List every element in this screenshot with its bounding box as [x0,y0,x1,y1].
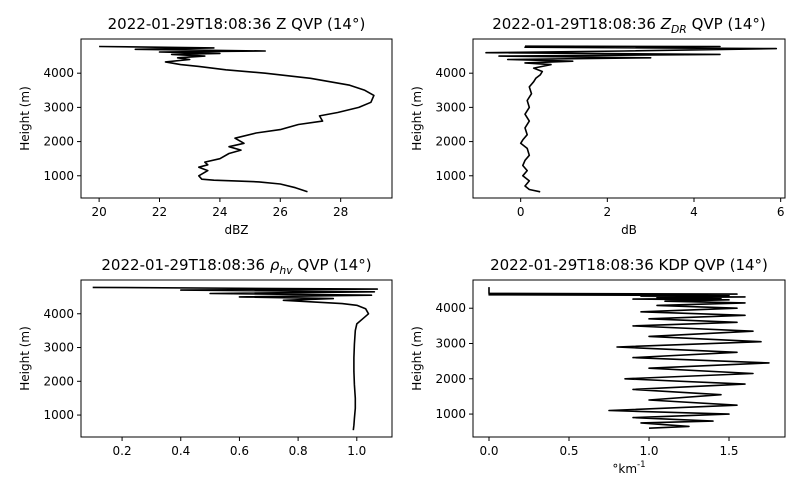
x-tick-label: 0.5 [559,444,578,458]
chart-panel-4: 2022-01-29T18:08:36 KDP QVP (14°) 0.0 0.5 1… [410,256,786,476]
y-tick-label: 2000 [435,372,466,386]
x-tick-label: 4 [690,205,698,219]
x-tick-label: 2 [604,205,612,219]
series-line-1 [485,45,778,193]
series-line-1 [488,287,770,429]
y-tick-label: 3000 [43,341,74,355]
y-axis-label: Height (m) [410,86,424,151]
chart-title: 2022-01-29T18:08:36 ρhv​ QVP (14°) [101,256,371,277]
y-axis-label: Height (m) [410,326,424,391]
y-tick-label: 1000 [43,408,74,422]
x-axis-label: dB [621,223,637,237]
x-tick-label: 0.8 [289,444,308,458]
x-tick-label: 26 [273,205,288,219]
plot-frame [472,279,786,438]
x-tick-label: 24 [212,205,227,219]
y-tick-label: 4000 [43,66,74,80]
series-line-1 [92,286,379,431]
plot-frame [80,38,393,199]
x-tick-label: 0.2 [113,444,132,458]
y-tick-label: 2000 [435,135,466,149]
x-axis-label: dBZ [224,223,248,237]
y-tick-label: 3000 [43,100,74,114]
x-tick-label: 0.0 [479,444,498,458]
x-tick-label: 1.0 [639,444,658,458]
y-tick-label: 2000 [43,374,74,388]
plot-frame [472,38,786,199]
chart-title: 2022-01-29T18:08:36 KDP QVP (14°) [490,256,768,274]
y-tick-label: 1000 [435,169,466,183]
y-tick-label: 3000 [435,100,466,114]
x-tick-label: 22 [152,205,167,219]
chart-panel-1: 2022-01-29T18:08:36 Z QVP (14°) 20 22 24 26 2… [18,15,393,237]
x-tick-label: 28 [333,205,348,219]
y-axis-label: Height (m) [18,86,32,151]
x-axis-label: °km-1​ [612,460,645,476]
x-tick-label: 1.5 [719,444,738,458]
chart-panel-3: 2022-01-29T18:08:36 ρhv​ QVP (14°) 0.2 0.4… [18,256,393,458]
y-tick-label: 1000 [435,407,466,421]
x-tick-label: 20 [91,205,106,219]
x-tick-label: 0 [517,205,525,219]
chart-title: 2022-01-29T18:08:36 Z QVP (14°) [108,15,366,33]
x-tick-label: 6 [777,205,785,219]
chart-panel-2: 2022-01-29T18:08:36 ZDR​ QVP (14°) 0 2 4 6 10… [410,15,786,237]
chart-title: 2022-01-29T18:08:36 ZDR​ QVP (14°) [492,15,766,36]
y-tick-label: 1000 [43,169,74,183]
series-line-1 [99,45,375,193]
x-tick-label: 0.6 [230,444,249,458]
y-tick-label: 4000 [435,66,466,80]
y-axis-label: Height (m) [18,326,32,391]
y-tick-label: 2000 [43,135,74,149]
y-tick-label: 4000 [43,307,74,321]
y-tick-label: 4000 [435,301,466,315]
plot-frame [80,279,393,438]
y-tick-label: 3000 [435,337,466,351]
x-tick-label: 0.4 [171,444,190,458]
x-tick-label: 1.0 [347,444,366,458]
